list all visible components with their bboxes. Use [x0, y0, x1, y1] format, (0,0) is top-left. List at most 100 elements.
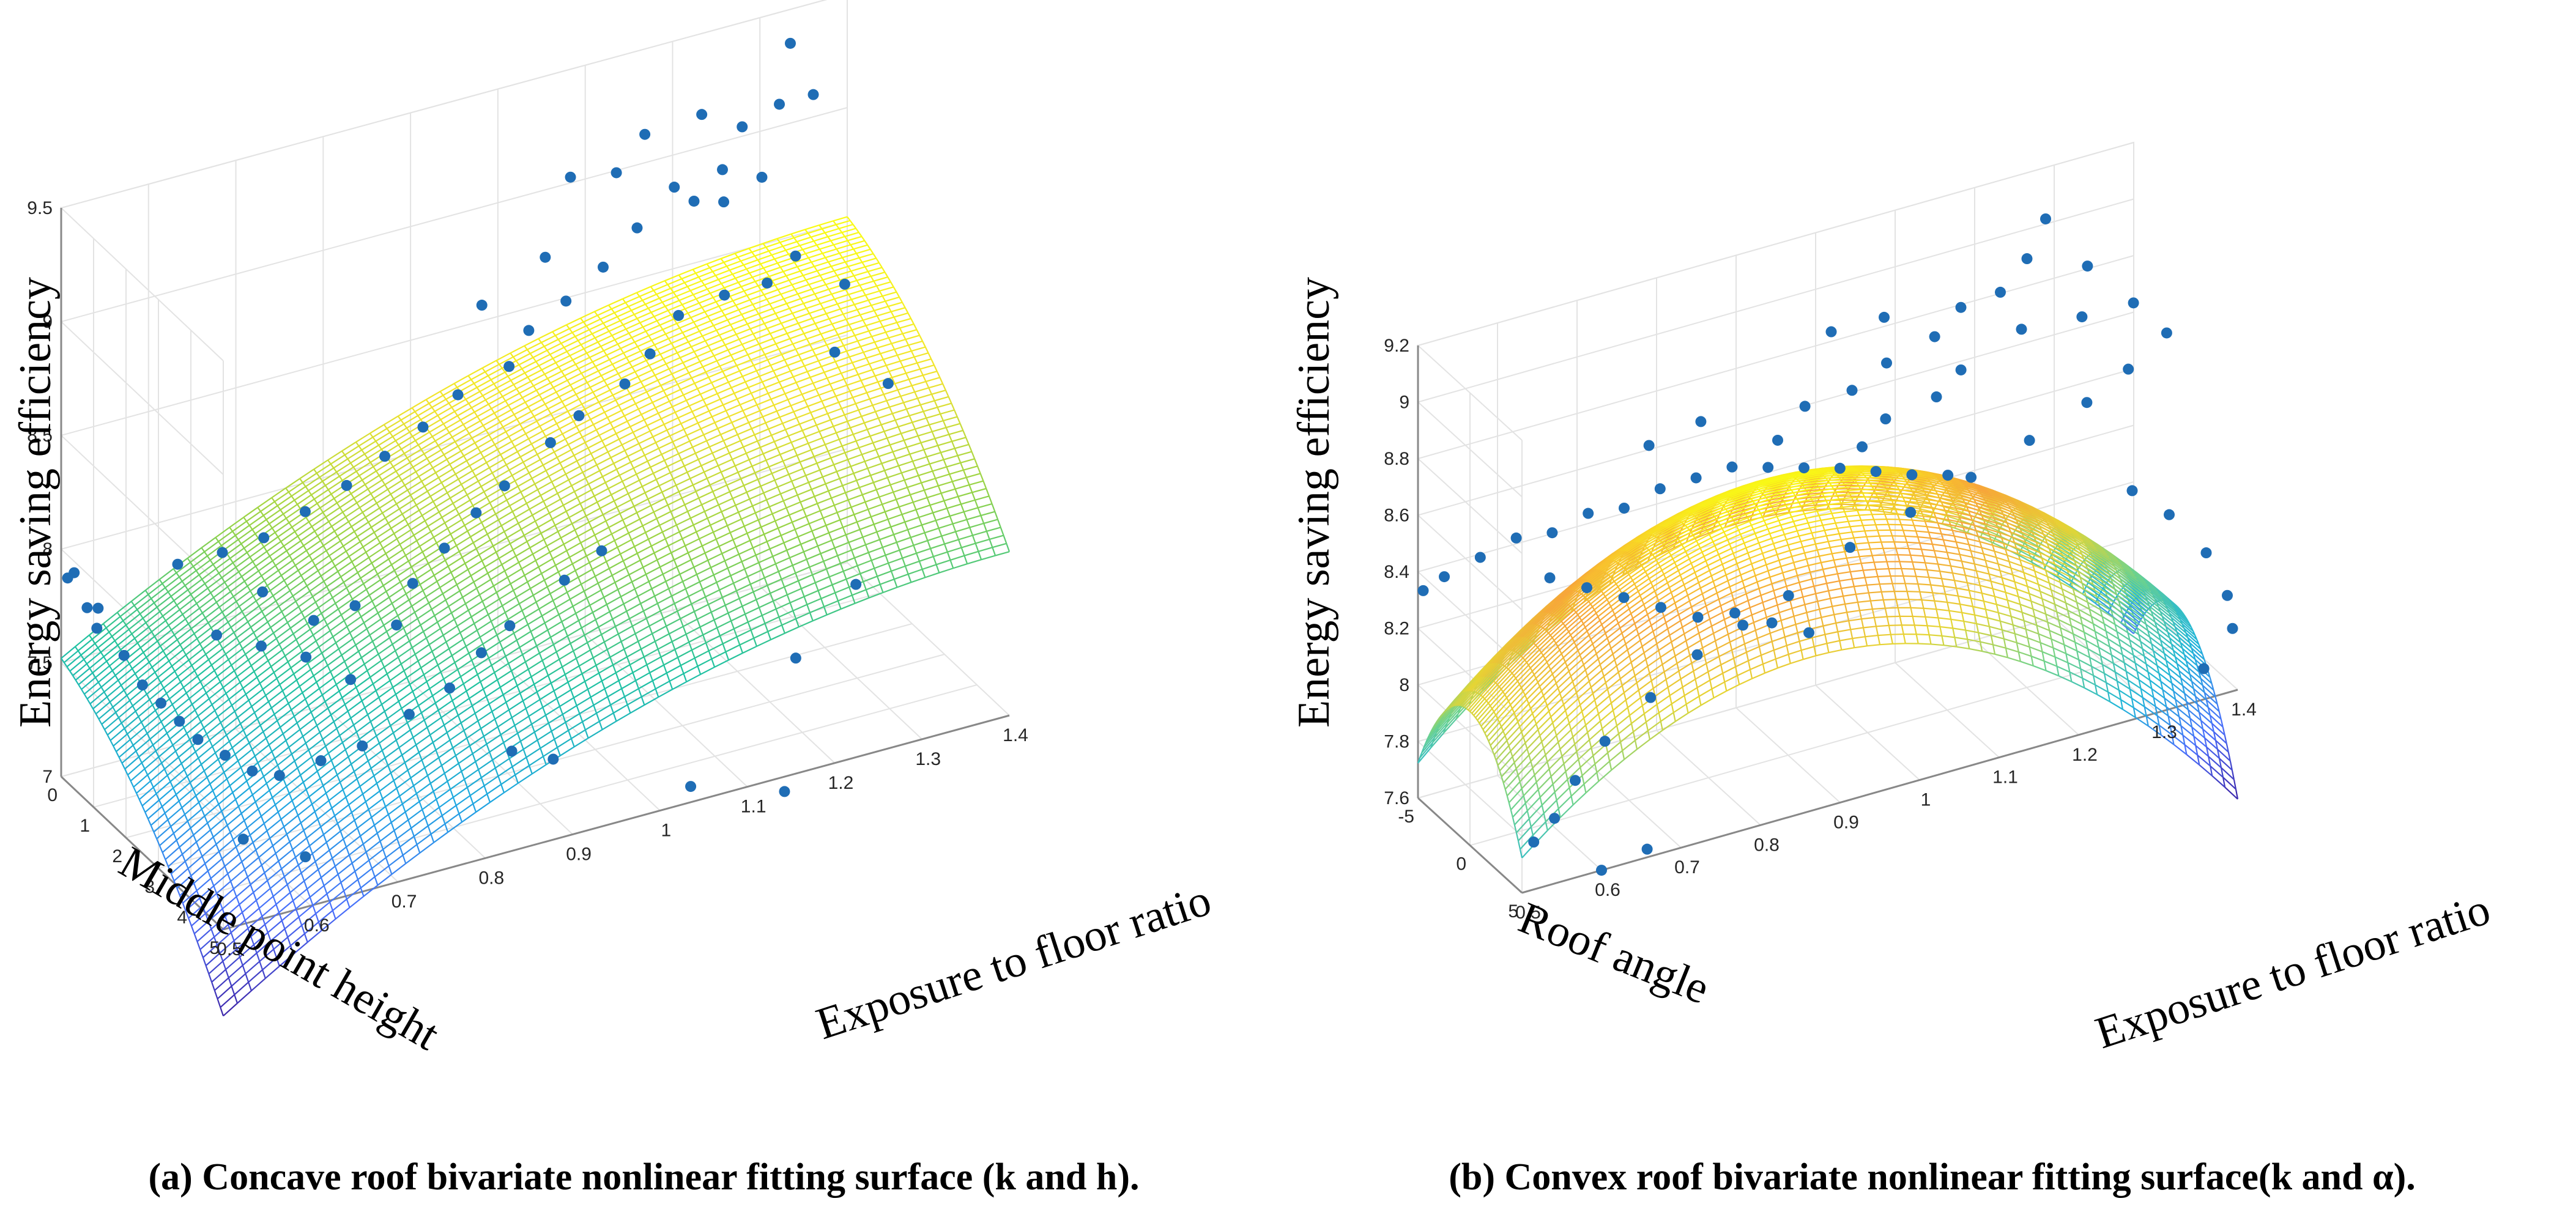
surface-mesh-line [965, 477, 970, 486]
surface-mesh-line [577, 577, 582, 585]
surface-mesh-line [568, 730, 572, 739]
surface-mesh-line [322, 739, 327, 747]
surface-mesh-line [619, 467, 634, 476]
surface-mesh-line [494, 672, 499, 681]
surface-mesh-line [444, 522, 448, 529]
surface-mesh-line [86, 663, 91, 669]
surface-mesh-line [326, 624, 331, 631]
surface-mesh-line [283, 513, 287, 519]
surface-mesh-line [438, 757, 442, 766]
surface-mesh-line [757, 519, 762, 528]
surface-mesh-line [502, 649, 507, 657]
surface-mesh-line [579, 466, 584, 473]
surface-mesh-line [193, 588, 209, 600]
surface-mesh-line [698, 498, 703, 505]
surface-mesh-line [312, 586, 327, 597]
surface-mesh-line [91, 638, 96, 644]
surface-mesh-line [690, 311, 705, 319]
surface-mesh-line [935, 564, 940, 574]
surface-mesh-line [281, 920, 286, 929]
surface-mesh-line [273, 661, 289, 673]
surface-mesh-line [362, 537, 378, 548]
surface-mesh-line [317, 560, 333, 572]
surface-mesh-line [190, 770, 205, 783]
surface-mesh-line [240, 533, 256, 545]
surface-mesh-line [556, 747, 561, 756]
surface-mesh-line [576, 418, 591, 427]
surface-mesh-line [899, 328, 904, 334]
surface-mesh-line [201, 537, 217, 549]
surface-mesh-line [861, 454, 866, 462]
surface-mesh-line [401, 440, 416, 450]
surface-mesh-line [839, 308, 844, 315]
surface-mesh-line [497, 679, 501, 688]
surface-mesh-line [932, 512, 937, 521]
surface-mesh-line [573, 389, 577, 395]
surface-mesh-line [401, 480, 406, 486]
surface-mesh-line [783, 328, 788, 334]
surface-mesh-line [201, 568, 217, 580]
surface-mesh-line [347, 521, 352, 527]
surface-mesh-line [816, 245, 820, 250]
surface-mesh-line [549, 382, 554, 388]
surface-mesh-line [406, 583, 421, 595]
surface-mesh-line [733, 583, 737, 591]
surface-mesh-line [969, 527, 973, 536]
surface-mesh-line [859, 573, 864, 582]
surface-mesh-line [214, 698, 229, 711]
surface-mesh-line [109, 728, 125, 741]
surface-mesh-line [278, 570, 282, 576]
surface-mesh-line [592, 361, 596, 367]
surface-mesh-line [507, 375, 511, 381]
surface-mesh-line [263, 536, 279, 548]
surface-mesh-line [522, 420, 538, 430]
surface-mesh-line [631, 626, 636, 634]
surface-mesh-line [599, 312, 615, 320]
surface-mesh-line [891, 377, 896, 384]
surface-mesh-line [447, 492, 451, 498]
surface-mesh-line [282, 679, 297, 692]
surface-mesh-line [367, 448, 382, 459]
surface-mesh-line [343, 838, 347, 848]
surface-mesh-line [845, 314, 861, 320]
surface-mesh-line [851, 330, 856, 336]
surface-mesh-line [423, 415, 439, 424]
surface-mesh-line [423, 631, 427, 638]
surface-mesh-line [181, 807, 186, 815]
surface-mesh-line [63, 662, 68, 668]
surface-mesh-line [640, 407, 656, 415]
surface-mesh-line [522, 462, 527, 468]
surface-mesh-line [776, 410, 781, 418]
surface-mesh-line [513, 376, 529, 385]
surface-mesh-line [587, 440, 603, 449]
surface-mesh-line [422, 590, 427, 597]
surface-mesh-line [773, 405, 778, 412]
surface-mesh-line [625, 322, 640, 330]
surface-mesh-line [609, 352, 624, 361]
surface-mesh-line [536, 421, 541, 427]
surface-mesh-line [529, 765, 533, 774]
surface-mesh-line [406, 457, 411, 463]
surface-mesh-line [398, 747, 403, 756]
surface-mesh-line [335, 632, 351, 644]
surface-mesh-line [374, 558, 389, 569]
surface-mesh-line [175, 794, 180, 802]
surface-mesh-line [78, 672, 94, 685]
surface-mesh-line [676, 323, 680, 328]
surface-mesh-line [900, 433, 905, 441]
surface-mesh-line [905, 368, 921, 374]
surface-mesh-line [295, 679, 300, 687]
surface-mesh-line [918, 561, 923, 570]
surface-mesh-line [190, 583, 206, 595]
surface-mesh-line [673, 292, 677, 297]
surface-mesh-line [838, 362, 853, 368]
surface-mesh-line [182, 570, 197, 582]
surface-mesh-line [692, 525, 697, 533]
surface-mesh-line [390, 462, 394, 467]
surface-mesh-line [499, 413, 514, 423]
surface-mesh-line [364, 707, 369, 715]
surface-mesh-line [547, 629, 552, 638]
surface-mesh-line [569, 321, 584, 330]
surface-mesh-line [426, 419, 441, 429]
surface-mesh-line [239, 632, 254, 644]
